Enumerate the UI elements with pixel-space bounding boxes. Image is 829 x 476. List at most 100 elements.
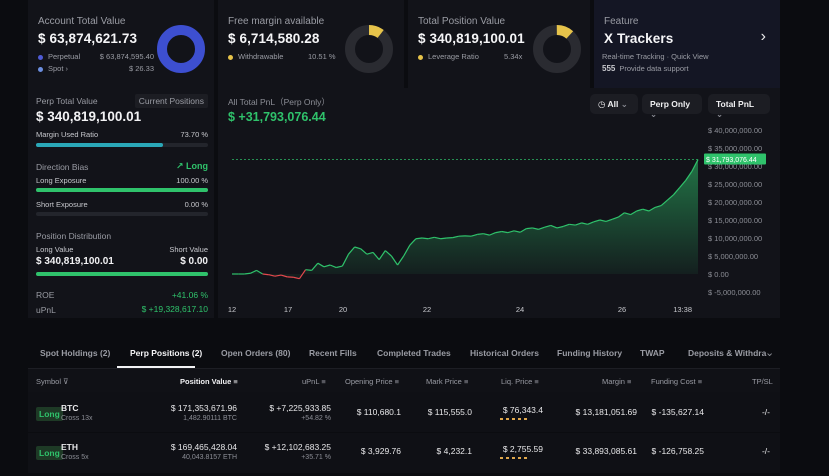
tab-completed-trades[interactable]: Completed Trades (377, 348, 451, 358)
x-tick-label: 24 (516, 305, 524, 314)
header-liq-price[interactable]: Liq. Price ≡ (501, 377, 539, 386)
pnl-line-segment (280, 274, 288, 278)
pnl-line-segment (360, 248, 368, 255)
header-margin[interactable]: Margin ≡ (602, 377, 632, 386)
pnl-line-segment (262, 273, 269, 276)
roe-value: +41.06 % (171, 290, 208, 300)
sort-icon: ≡ (233, 377, 238, 386)
withdrawable-dot (228, 54, 233, 60)
y-tick-label: $ -5,000,000.00 (708, 288, 761, 297)
direction-bias-label: Direction Bias (36, 162, 89, 172)
filter-perp-dropdown[interactable]: Perp Only ⌄ (642, 94, 702, 119)
tab-deposits-withdra[interactable]: Deposits & Withdra (688, 348, 767, 358)
pnl-line-segment (489, 232, 496, 236)
perpetual-row: Perpetual (38, 52, 80, 61)
direction-bias-value: ↗ Long (176, 161, 208, 172)
pnl-line-segment (532, 227, 539, 230)
chevron-right-icon[interactable]: › (760, 28, 766, 45)
pnl-line-segment (390, 255, 399, 266)
mark-price: $ 4,232.1 (436, 446, 472, 456)
header-tpsl: TP/SL (752, 377, 773, 386)
feature-card[interactable]: Feature X Trackers Real-time Tracking · … (594, 0, 780, 88)
position-value-cell: $ 169,465,428.04 40,043.8157 ETH (170, 442, 237, 461)
pnl-line-segment (293, 276, 300, 280)
position-dist-fill (36, 272, 208, 276)
pnl-line-segment (470, 233, 478, 237)
header-opening-price[interactable]: Opening Price ≡ (345, 377, 400, 386)
tab-funding-history[interactable]: Funding History (557, 348, 623, 358)
pnl-line-segment (501, 230, 509, 234)
card-title: Total Position Value (418, 16, 506, 27)
long-exposure-bar (36, 188, 208, 192)
pnl-line-segment (256, 269, 263, 275)
pnl-line-segment (519, 228, 527, 233)
filter-perp-label: Perp Only (650, 99, 691, 109)
short-exposure-label: Short Exposure (36, 200, 88, 209)
pnl-line-segment (642, 208, 650, 212)
pnl-line-segment (428, 236, 435, 240)
liq-price: $ 2,755.59 (502, 444, 543, 454)
upnl-cell: $ +7,225,933.85 +54.82 % (269, 403, 331, 422)
pnl-line-segment (556, 225, 564, 229)
filter-pnl-dropdown[interactable]: Total PnL ⌄ (708, 94, 770, 119)
filter-pnl-label: Total PnL (716, 99, 754, 109)
header-funding-cost[interactable]: Funding Cost ≡ (651, 377, 703, 386)
liq-risk-indicator (500, 418, 528, 420)
position-dist-bar (36, 272, 208, 276)
pnl-line-segment (654, 205, 662, 208)
header-symbol[interactable]: Symbol ⊽ (36, 377, 69, 386)
long-value: $ 340,819,100.01 (36, 256, 114, 267)
spot-row[interactable]: Spot › (38, 64, 68, 73)
symbol[interactable]: BTC (61, 403, 79, 413)
pnl-line-segment (415, 237, 423, 240)
tab-open-orders-80[interactable]: Open Orders (80) (221, 348, 291, 358)
tpsl-cell[interactable]: -/- (761, 446, 770, 456)
pnl-line-segment (660, 199, 668, 207)
tab-twap[interactable]: TWAP (640, 348, 665, 358)
pnl-line-segment (599, 219, 607, 223)
tpsl-cell[interactable]: -/- (761, 407, 770, 417)
pnl-line-segment (507, 230, 515, 234)
leverage-label: Leverage Ratio (428, 52, 479, 61)
x-tick-label: 17 (284, 305, 292, 314)
account-donut-chart (157, 25, 205, 73)
header-mark-price[interactable]: Mark Price ≡ (426, 377, 469, 386)
pnl-line-segment (311, 262, 319, 271)
table-row[interactable]: Long ETH Cross 5x $ 169,465,428.04 40,043… (28, 433, 780, 473)
free-margin-value: $ 6,714,580.28 (228, 31, 320, 46)
perp-summary-panel: Perp Total Value Current Positions $ 340… (28, 88, 214, 318)
sort-icon: ≡ (463, 377, 469, 386)
pnl-line-segment (605, 218, 613, 223)
pnl-line-segment (440, 237, 447, 240)
pnl-line-segment (422, 237, 429, 240)
leverage-row: Leverage Ratio (418, 52, 479, 61)
x-tick-label: 22 (423, 305, 431, 314)
short-value-label: Short Value (169, 245, 208, 254)
pnl-line-segment (348, 246, 356, 255)
margin-mode: Cross 13x (61, 415, 93, 422)
pnl-line-segment (409, 238, 417, 246)
tab-historical-orders[interactable]: Historical Orders (470, 348, 539, 358)
symbol[interactable]: ETH (61, 442, 78, 452)
tab-recent-fills[interactable]: Recent Fills (309, 348, 357, 358)
filter-all-dropdown[interactable]: ◷ All ⌄ (590, 94, 638, 114)
positions-table-header: Symbol ⊽ Position Value ≡ uPnL ≡ Opening… (28, 368, 780, 392)
table-row[interactable]: Long BTC Cross 13x $ 171,353,671.96 1,482… (28, 392, 780, 432)
filter-icon[interactable]: ⊽ (63, 377, 69, 386)
perpetual-value: $ 63,874,595.40 (99, 52, 154, 61)
pnl-area-chart: $ 40,000,000.00 $ 35,000,000.00 $ 30,000,0… (228, 126, 766, 314)
header-upnl[interactable]: uPnL ≡ (302, 377, 326, 386)
y-tick-label: $ 30,000,000.00 (708, 162, 762, 171)
tab-perp-positions-2[interactable]: Perp Positions (2) (130, 348, 203, 358)
pnl-line-segment (581, 222, 588, 225)
current-positions-button[interactable]: Current Positions (134, 94, 208, 108)
clock-icon: ◷ (598, 99, 606, 109)
pnl-line-segment (244, 272, 251, 275)
pnl-line-segment (617, 212, 625, 218)
chevron-down-icon[interactable]: ⌄ (765, 347, 775, 359)
y-tick-label: $ 35,000,000.00 (708, 144, 762, 153)
pnl-line-segment (679, 180, 687, 188)
tab-spot-holdings-2[interactable]: Spot Holdings (2) (40, 348, 111, 358)
header-position-value[interactable]: Position Value ≡ (180, 377, 238, 386)
short-exposure-value: 0.00 % (184, 200, 208, 209)
